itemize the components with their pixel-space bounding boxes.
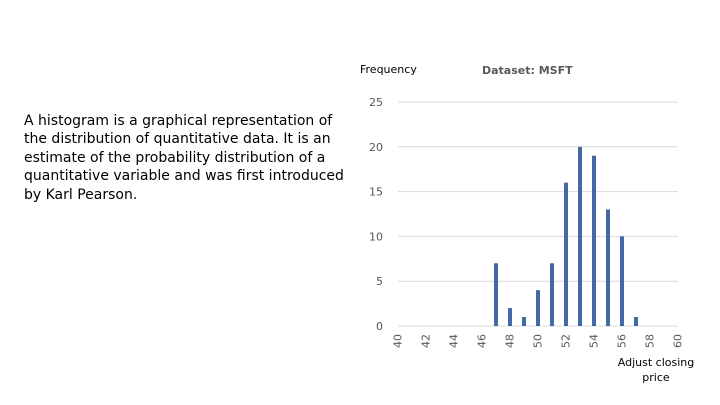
bar-55 (606, 209, 610, 326)
x-tick-label-5: 50 (532, 334, 545, 348)
x-tick-label-9: 58 (644, 334, 657, 348)
x-tick-label-8: 56 (616, 334, 629, 348)
x-tick-label-4: 48 (504, 334, 517, 348)
chart-title: Dataset: MSFT (482, 64, 573, 77)
y-tick-label-0: 0 (376, 320, 383, 333)
chart-xlabel-line-2: price (642, 371, 670, 384)
bar-50 (536, 290, 540, 326)
grid-lines (398, 101, 678, 327)
bar-47 (494, 263, 498, 326)
x-tick-label-10: 60 (672, 334, 685, 348)
y-tick-label-1: 5 (376, 275, 383, 288)
y-tick-label-5: 25 (369, 96, 383, 109)
y-tick-label-2: 10 (369, 230, 383, 243)
chart-xlabel-line-1: Adjust closing (618, 356, 694, 369)
bars (494, 146, 638, 326)
bar-56 (620, 236, 624, 326)
x-tick-label-0: 40 (392, 334, 405, 348)
y-tick-label-3: 15 (369, 186, 383, 199)
y-tick-label-4: 20 (369, 141, 383, 154)
bar-52 (564, 182, 568, 326)
x-tick-label-3: 46 (476, 334, 489, 348)
bar-49 (522, 317, 526, 326)
x-tick-labels: 40 42 44 46 48 50 52 54 56 58 60 (392, 334, 685, 348)
bar-53 (578, 146, 582, 326)
bar-57 (634, 317, 638, 326)
bar-54 (592, 155, 596, 326)
x-tick-label-6: 52 (560, 334, 573, 348)
y-tick-labels: 0 5 10 15 20 25 (369, 96, 383, 333)
bar-48 (508, 308, 512, 326)
bar-51 (550, 263, 554, 326)
x-tick-label-1: 42 (420, 334, 433, 348)
x-tick-label-2: 44 (448, 334, 461, 348)
x-tick-label-7: 54 (588, 334, 601, 348)
body-text: A histogram is a graphical representatio… (24, 113, 344, 203)
chart-ylabel: Frequency (360, 63, 417, 76)
